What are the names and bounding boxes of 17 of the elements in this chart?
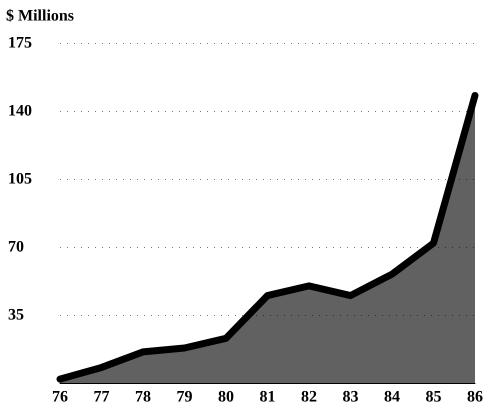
x-tick-label: 86 [467,388,483,406]
y-tick-label: 175 [8,34,32,52]
x-tick-label: 77 [94,388,110,406]
x-tick-label: 78 [135,388,151,406]
x-tick-label: 84 [384,388,400,406]
x-tick-label: 76 [52,388,68,406]
y-axis-title: $ Millions [6,8,74,24]
x-tick-label: 81 [260,388,276,406]
y-tick-label: 140 [8,102,32,120]
x-tick-label: 82 [301,388,317,406]
x-tick-label: 80 [218,388,234,406]
y-tick-label: 70 [8,238,24,256]
x-tick-label: 79 [176,388,192,406]
x-tick-label: 83 [342,388,358,406]
y-tick-label: 35 [8,306,24,324]
y-tick-label: 105 [8,170,32,188]
x-tick-label: 85 [426,388,442,406]
